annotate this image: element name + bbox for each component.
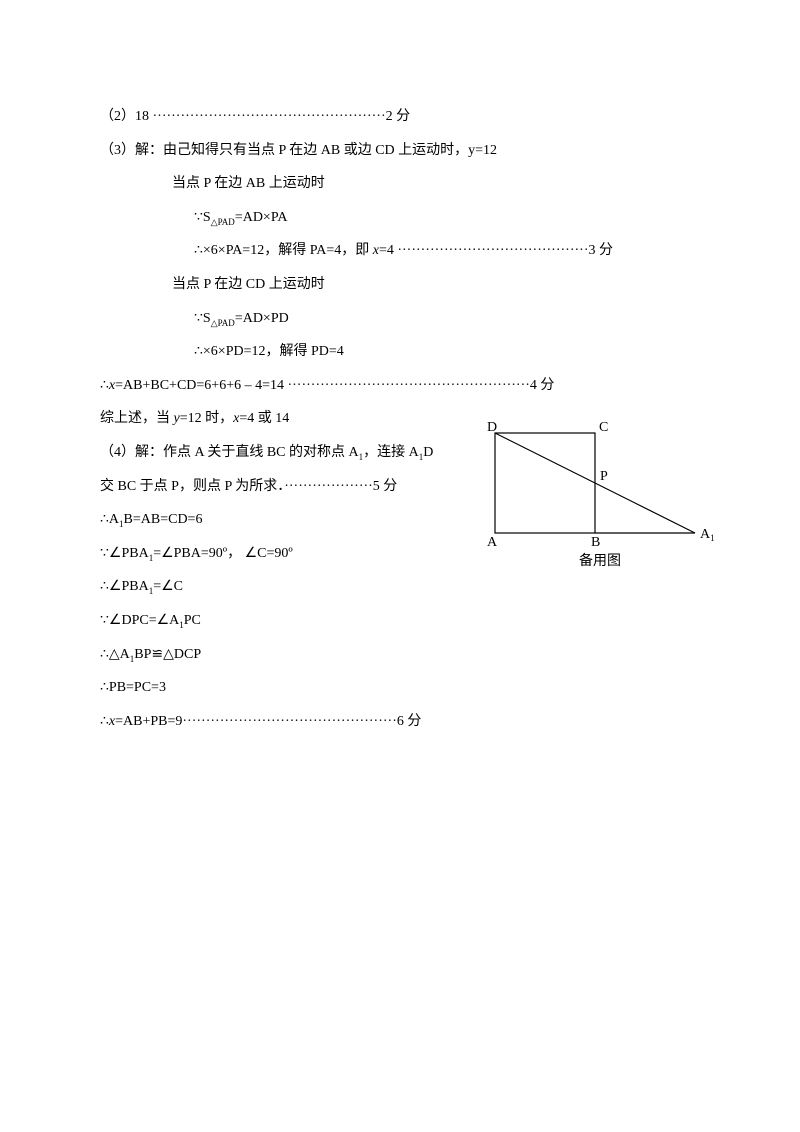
label-b: B bbox=[591, 535, 600, 548]
label-c: C bbox=[599, 420, 608, 435]
text: =AB+BC+CD=6+6+6 – 4=14 ·················… bbox=[115, 378, 554, 393]
line-4-eq3: ∴∠PBA1=∠C bbox=[100, 570, 700, 604]
text: ∵S bbox=[194, 311, 211, 326]
line-4-eq5: ∴△A1BP≌△DCP bbox=[100, 638, 700, 672]
line-3-eq3: ∵S△PAD=AD×PD bbox=[100, 302, 700, 336]
label-p: P bbox=[600, 469, 608, 484]
text: ∴△A bbox=[100, 647, 130, 662]
text: ∴×6×PA=12，解得 PA=4，即 bbox=[194, 243, 373, 258]
text: =AD×PA bbox=[235, 210, 288, 225]
text: 交 BC 于点 P，则点 P 为所求．···················5 … bbox=[100, 479, 397, 494]
figure-caption: 备用图 bbox=[460, 550, 740, 570]
text: =AD×PD bbox=[235, 311, 289, 326]
line-3-eq2: ∴×6×PA=12，解得 PA=4，即 x=4 ················… bbox=[100, 234, 700, 268]
text: （4）解：作点 A 关于直线 BC 的对称点 A bbox=[100, 445, 359, 460]
line-3-intro: （3）解：由己知得只有当点 P 在边 AB 或边 CD 上运动时，y=12 bbox=[100, 134, 700, 168]
line-4-eq6: ∴PB=PC=3 bbox=[100, 671, 700, 705]
text: ∴ bbox=[100, 714, 109, 729]
text: ∵∠DPC=∠A bbox=[100, 613, 179, 628]
text: ∴A bbox=[100, 512, 119, 527]
line-4-result: ∴x=AB+PB=9······························… bbox=[100, 705, 700, 739]
geometry-figure: D C P A B A1 备用图 bbox=[460, 418, 740, 570]
square-abcd bbox=[495, 433, 595, 533]
text: （2）18 ··································… bbox=[100, 109, 410, 124]
text: ∴PB=PC=3 bbox=[100, 680, 166, 695]
text: =∠C bbox=[153, 579, 183, 594]
text: =4 或 14 bbox=[239, 411, 289, 426]
text: 当点 P 在边 AB 上运动时 bbox=[172, 176, 325, 191]
line-3-result: ∴x=AB+BC+CD=6+6+6 – 4=14 ···············… bbox=[100, 369, 700, 403]
text: =∠PBA=90º， ∠C=90º bbox=[153, 546, 293, 561]
line-3-eq4: ∴×6×PD=12，解得 PD=4 bbox=[100, 335, 700, 369]
label-d: D bbox=[487, 420, 497, 435]
text: ∴∠PBA bbox=[100, 579, 149, 594]
text: ∵∠PBA bbox=[100, 546, 149, 561]
text: =AB+PB=9································… bbox=[115, 714, 421, 729]
line-3-eq1: ∵S△PAD=AD×PA bbox=[100, 201, 700, 235]
text: ∴ bbox=[100, 378, 109, 393]
text: （3）解：由己知得只有当点 P 在边 AB 或边 CD 上运动时，y=12 bbox=[100, 143, 497, 158]
text: 综上述，当 bbox=[100, 411, 174, 426]
text: ，连接 A bbox=[363, 445, 419, 460]
text: D bbox=[423, 445, 433, 460]
text: B=AB=CD=6 bbox=[124, 512, 203, 527]
text: PC bbox=[184, 613, 201, 628]
subscript: △PAD bbox=[211, 217, 235, 227]
label-a: A bbox=[487, 535, 498, 548]
text: ∵S bbox=[194, 210, 211, 225]
line-2: （2）18 ··································… bbox=[100, 100, 700, 134]
text: =4 ·····································… bbox=[379, 243, 613, 258]
text: ∴×6×PD=12，解得 PD=4 bbox=[194, 344, 344, 359]
figure-svg: D C P A B A1 bbox=[465, 418, 735, 548]
subscript: △PAD bbox=[211, 317, 235, 327]
line-4-eq4: ∵∠DPC=∠A1PC bbox=[100, 604, 700, 638]
text: =12 时， bbox=[180, 411, 233, 426]
label-a1: A1 bbox=[700, 527, 715, 543]
text: BP≌△DCP bbox=[134, 647, 201, 662]
line-3-case2: 当点 P 在边 CD 上运动时 bbox=[100, 268, 700, 302]
text: 当点 P 在边 CD 上运动时 bbox=[172, 277, 325, 292]
line-3-case1: 当点 P 在边 AB 上运动时 bbox=[100, 167, 700, 201]
